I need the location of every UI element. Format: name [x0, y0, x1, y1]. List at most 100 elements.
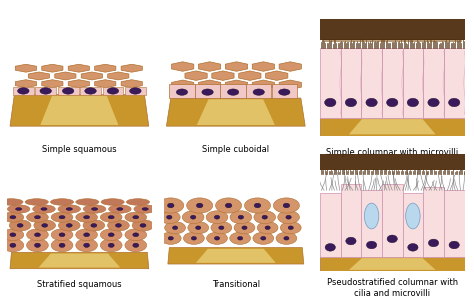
Polygon shape [225, 80, 247, 90]
Ellipse shape [228, 89, 239, 95]
Ellipse shape [191, 237, 197, 240]
Ellipse shape [448, 98, 460, 107]
Ellipse shape [166, 215, 172, 219]
Ellipse shape [257, 222, 278, 234]
Ellipse shape [76, 239, 98, 252]
Ellipse shape [83, 216, 90, 219]
Polygon shape [349, 119, 436, 134]
Ellipse shape [164, 222, 185, 234]
Ellipse shape [2, 239, 24, 252]
Ellipse shape [51, 239, 73, 252]
Ellipse shape [168, 237, 173, 240]
Ellipse shape [230, 211, 252, 224]
Ellipse shape [85, 88, 96, 94]
Ellipse shape [9, 220, 31, 231]
Ellipse shape [173, 226, 178, 229]
Ellipse shape [133, 233, 139, 237]
Polygon shape [42, 64, 63, 72]
Bar [341, 184, 361, 257]
Ellipse shape [234, 222, 255, 234]
Polygon shape [15, 64, 36, 72]
Ellipse shape [254, 203, 261, 208]
Polygon shape [196, 249, 276, 263]
Ellipse shape [216, 198, 242, 213]
Ellipse shape [196, 226, 201, 229]
Polygon shape [121, 80, 142, 88]
Ellipse shape [449, 241, 459, 249]
Bar [169, 84, 195, 98]
Bar [246, 84, 272, 98]
Bar [320, 152, 465, 170]
Ellipse shape [265, 226, 270, 229]
Bar [102, 87, 124, 95]
Bar [361, 190, 382, 257]
Polygon shape [225, 62, 247, 71]
Ellipse shape [262, 215, 267, 219]
Ellipse shape [51, 212, 73, 222]
Bar [125, 87, 146, 95]
Polygon shape [239, 71, 261, 80]
Ellipse shape [66, 224, 72, 227]
Polygon shape [68, 64, 90, 72]
Ellipse shape [63, 88, 74, 94]
Ellipse shape [238, 215, 244, 219]
Ellipse shape [76, 199, 99, 205]
Bar [80, 87, 101, 95]
Ellipse shape [16, 208, 22, 210]
Ellipse shape [8, 205, 30, 213]
Polygon shape [172, 62, 194, 71]
Polygon shape [349, 258, 436, 270]
Ellipse shape [325, 244, 336, 251]
Ellipse shape [116, 224, 121, 227]
Polygon shape [40, 96, 118, 125]
Polygon shape [15, 80, 36, 88]
Polygon shape [166, 98, 305, 126]
Bar [423, 187, 444, 257]
Ellipse shape [91, 208, 98, 210]
Ellipse shape [225, 203, 232, 208]
Bar [320, 19, 465, 40]
Ellipse shape [288, 226, 293, 229]
Text: Stratified squamous: Stratified squamous [37, 280, 122, 290]
Polygon shape [108, 72, 129, 80]
Ellipse shape [0, 199, 23, 205]
Bar [402, 192, 423, 257]
Ellipse shape [428, 239, 439, 247]
Ellipse shape [109, 205, 131, 213]
Ellipse shape [40, 88, 52, 94]
Ellipse shape [10, 243, 16, 247]
Polygon shape [81, 72, 102, 80]
Ellipse shape [108, 220, 129, 231]
Polygon shape [279, 80, 301, 90]
Ellipse shape [27, 229, 48, 241]
Ellipse shape [428, 98, 439, 107]
Ellipse shape [35, 233, 40, 237]
Ellipse shape [33, 205, 55, 213]
Ellipse shape [286, 215, 292, 219]
Text: Simple squamous: Simple squamous [42, 145, 117, 154]
Ellipse shape [387, 235, 397, 243]
Ellipse shape [387, 98, 398, 107]
Ellipse shape [17, 224, 23, 227]
Ellipse shape [51, 229, 73, 241]
Ellipse shape [58, 205, 81, 213]
Bar [382, 184, 402, 257]
Ellipse shape [345, 98, 356, 107]
Ellipse shape [134, 205, 156, 213]
Ellipse shape [58, 220, 80, 231]
Ellipse shape [158, 198, 184, 213]
Ellipse shape [406, 203, 420, 229]
Bar [341, 48, 361, 118]
Bar [272, 84, 297, 98]
Ellipse shape [206, 211, 228, 224]
Bar [35, 87, 56, 95]
Ellipse shape [100, 229, 122, 241]
Ellipse shape [284, 237, 289, 240]
Ellipse shape [365, 203, 379, 229]
Ellipse shape [158, 211, 180, 224]
Ellipse shape [276, 232, 297, 244]
Ellipse shape [230, 232, 251, 244]
Ellipse shape [142, 208, 148, 210]
Ellipse shape [188, 222, 209, 234]
Polygon shape [38, 253, 120, 268]
